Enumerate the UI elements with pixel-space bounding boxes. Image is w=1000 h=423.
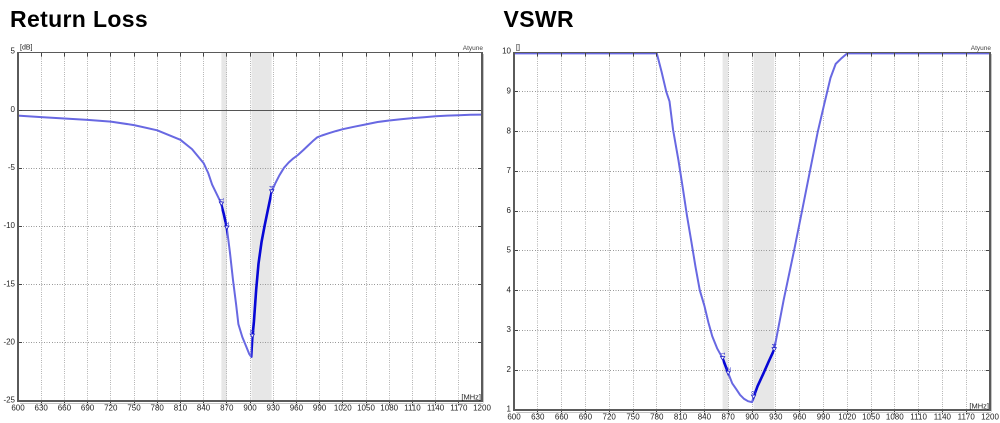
svg-text:[]: []	[516, 45, 520, 52]
svg-text:-10: -10	[3, 221, 15, 230]
svg-text:990: 990	[313, 404, 327, 413]
svg-text:750: 750	[626, 413, 640, 422]
svg-text:630: 630	[35, 404, 49, 413]
svg-text:810: 810	[174, 404, 188, 413]
svg-text:3: 3	[251, 329, 257, 333]
svg-text:870: 870	[220, 404, 234, 413]
svg-text:900: 900	[243, 404, 257, 413]
svg-text:810: 810	[674, 413, 688, 422]
svg-text:930: 930	[769, 413, 783, 422]
svg-text:[MHz]: [MHz]	[461, 393, 481, 402]
svg-text:-15: -15	[3, 279, 15, 288]
svg-text:-5: -5	[8, 163, 16, 172]
svg-text:4: 4	[270, 185, 276, 189]
svg-text:8: 8	[507, 126, 512, 135]
svg-text:5: 5	[11, 47, 16, 56]
svg-text:1020: 1020	[334, 404, 352, 413]
svg-text:990: 990	[817, 413, 831, 422]
svg-text:4: 4	[507, 285, 512, 294]
svg-text:1170: 1170	[450, 404, 468, 413]
svg-text:Atyune: Atyune	[463, 45, 484, 52]
svg-text:690: 690	[81, 404, 95, 413]
svg-text:2: 2	[726, 366, 732, 370]
svg-text:1: 1	[507, 405, 512, 414]
svg-text:1: 1	[220, 197, 226, 201]
svg-text:10: 10	[502, 47, 511, 56]
svg-text:720: 720	[603, 413, 617, 422]
svg-text:1170: 1170	[958, 413, 976, 422]
svg-text:1200: 1200	[981, 413, 999, 422]
svg-text:690: 690	[579, 413, 593, 422]
svg-text:-25: -25	[3, 396, 15, 405]
svg-text:7: 7	[507, 166, 512, 175]
svg-text:840: 840	[698, 413, 712, 422]
svg-text:660: 660	[555, 413, 569, 422]
svg-text:1200: 1200	[473, 404, 491, 413]
svg-text:630: 630	[531, 413, 545, 422]
svg-text:960: 960	[793, 413, 807, 422]
svg-text:600: 600	[11, 404, 25, 413]
svg-text:1: 1	[721, 352, 727, 356]
svg-text:2: 2	[507, 365, 512, 374]
svg-text:720: 720	[104, 404, 118, 413]
svg-text:9: 9	[507, 87, 512, 96]
svg-text:1140: 1140	[427, 404, 445, 413]
svg-text:930: 930	[267, 404, 281, 413]
svg-text:1110: 1110	[404, 404, 421, 413]
svg-text:3: 3	[507, 325, 512, 334]
svg-text:1050: 1050	[357, 404, 375, 413]
svg-text:900: 900	[745, 413, 759, 422]
svg-text:1080: 1080	[886, 413, 904, 422]
svg-text:4: 4	[772, 343, 778, 347]
svg-text:6: 6	[507, 206, 512, 215]
svg-text:1020: 1020	[838, 413, 856, 422]
svg-text:780: 780	[151, 404, 165, 413]
svg-text:960: 960	[290, 404, 304, 413]
svg-text:[dB]: [dB]	[20, 45, 33, 52]
svg-text:-20: -20	[3, 338, 15, 347]
svg-text:2: 2	[225, 221, 231, 225]
svg-text:780: 780	[650, 413, 664, 422]
svg-text:750: 750	[127, 404, 141, 413]
svg-text:870: 870	[722, 413, 736, 422]
svg-text:0: 0	[11, 105, 16, 114]
svg-text:3: 3	[752, 390, 758, 394]
svg-text:5: 5	[507, 246, 512, 255]
svg-text:1050: 1050	[862, 413, 880, 422]
svg-text:Atyune: Atyune	[971, 45, 992, 52]
svg-text:1140: 1140	[934, 413, 952, 422]
svg-text:660: 660	[58, 404, 72, 413]
svg-text:840: 840	[197, 404, 211, 413]
svg-text:600: 600	[507, 413, 521, 422]
svg-text:1080: 1080	[380, 404, 398, 413]
svg-text:[MHz]: [MHz]	[969, 402, 989, 411]
svg-text:1110: 1110	[910, 413, 927, 422]
